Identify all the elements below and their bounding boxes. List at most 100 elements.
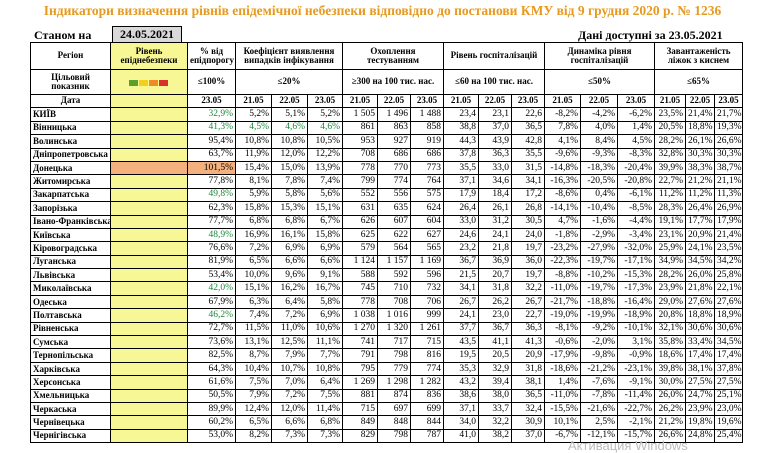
value-cell-c: 7,5% xyxy=(307,388,343,403)
value-cell-t: 849 xyxy=(342,415,378,430)
value-cell-h: 24,1 xyxy=(443,308,479,323)
value-cell-d: -0,6% xyxy=(544,335,582,350)
target-pct: ≤100% xyxy=(187,69,236,95)
value-cell-o: 35,8% xyxy=(654,335,687,350)
level-cell xyxy=(110,321,188,337)
value-cell-c: 7,3% xyxy=(307,428,343,444)
value-cell-h: 23,2 xyxy=(443,241,479,256)
value-cell-d: -32,0% xyxy=(617,241,656,256)
pct-threshold-cell: 77,7% xyxy=(187,214,236,229)
value-cell-d: -20,8% xyxy=(617,174,656,189)
value-cell-h: 31,8 xyxy=(510,361,546,377)
value-cell-t: 604 xyxy=(410,214,444,229)
value-cell-d: 1,4% xyxy=(617,120,656,136)
table-row: Чернігівська 53,0% 8,2% 7,3% 7,3% 829 798 787 41… xyxy=(30,428,744,444)
value-cell-d: 7,8% xyxy=(544,120,582,136)
value-cell-c: 6,8% xyxy=(235,214,272,229)
value-cell-o: 17,7% xyxy=(685,214,716,229)
value-cell-t: 795 xyxy=(342,361,378,377)
table-row: Вінницька 41,3% 4,5% 4,6% 4,6% 861 863 858 38,8 3… xyxy=(30,120,744,136)
value-cell-c: 10,8% xyxy=(307,361,343,377)
value-cell-o: 21,4% xyxy=(685,107,716,122)
region-name: Тернопільська xyxy=(30,348,111,363)
table-row: Миколаївська 42,0% 15,1% 16,2% 16,7% 745 710 73… xyxy=(30,281,744,296)
value-cell-d: -10,2% xyxy=(580,268,619,283)
date-c2: 22.05 xyxy=(271,93,308,109)
table-row: Житомирська 77,8% 8,1% 7,8% 7,4% 799 774 764 37,… xyxy=(30,174,744,189)
value-cell-d: 1,4% xyxy=(544,375,582,390)
value-cell-t: 607 xyxy=(377,214,411,229)
value-cell-o: 26,4% xyxy=(685,201,716,216)
value-cell-c: 7,0% xyxy=(271,375,308,390)
value-cell-c: 4,6% xyxy=(307,120,343,136)
date-c3: 23.05 xyxy=(307,93,343,109)
value-cell-c: 15,4% xyxy=(235,160,272,176)
pct-threshold-cell: 82,5% xyxy=(187,348,236,363)
value-cell-d: -17,1% xyxy=(617,254,656,270)
header-hosp-level: Рівень госпіталізацій xyxy=(442,42,546,70)
value-cell-h: 36,5 xyxy=(510,120,546,136)
region-name: Київська xyxy=(30,227,111,243)
value-cell-h: 19,7 xyxy=(510,241,546,256)
value-cell-c: 6,4% xyxy=(307,375,343,390)
value-cell-d: -9,6% xyxy=(544,147,582,162)
table-row: Запорізька 62,3% 15,8% 15,3% 15,1% 631 635 624 2… xyxy=(30,201,744,216)
table-row: КИЇВ 32,9% 5,2% 5,1% 5,2% 1 505 1 496 1 488 23,4… xyxy=(30,107,744,122)
date-pct: 23.05 xyxy=(187,93,236,109)
header-testing: Охоплення тестуванням xyxy=(342,42,444,70)
value-cell-d: -10,4% xyxy=(580,201,619,216)
value-cell-t: 710 xyxy=(377,281,411,296)
table-row: Черкаська 89,9% 12,4% 12,0% 11,4% 715 697 699 37… xyxy=(30,401,744,417)
as-of-label: Станом на xyxy=(34,28,92,42)
value-cell-h: 32,9 xyxy=(478,361,512,377)
header-target: Цільовий показник xyxy=(30,69,111,95)
value-cell-t: 556 xyxy=(377,187,411,203)
value-cell-c: 6,6% xyxy=(271,254,308,270)
value-cell-d: -8,6% xyxy=(544,187,582,203)
value-cell-o: 11,2% xyxy=(685,187,716,203)
value-cell-d: -15,5% xyxy=(544,401,582,417)
header-detect-coef: Коефіцієнт виявлення випадків інфікуванн… xyxy=(235,42,343,70)
value-cell-h: 26,7 xyxy=(443,294,479,310)
value-cell-h: 26,4 xyxy=(443,201,479,216)
value-cell-t: 773 xyxy=(410,160,444,176)
value-cell-d: -9,3% xyxy=(580,147,619,162)
value-cell-o: 21,8% xyxy=(685,281,716,296)
region-name: Дніпропетровська xyxy=(30,147,111,162)
pct-threshold-cell: 62,3% xyxy=(187,201,236,216)
value-cell-h: 31,2 xyxy=(478,214,512,229)
value-cell-t: 919 xyxy=(410,134,444,149)
value-cell-t: 787 xyxy=(410,428,444,444)
value-cell-t: 745 xyxy=(342,281,378,296)
value-cell-t: 708 xyxy=(377,294,411,310)
value-cell-o: 19,8% xyxy=(685,415,716,430)
value-cell-c: 15,3% xyxy=(271,201,308,216)
region-name: Рівненська xyxy=(30,321,111,337)
value-cell-c: 15,1% xyxy=(235,281,272,296)
value-cell-c: 6,7% xyxy=(307,214,343,229)
level-cell xyxy=(110,174,188,189)
value-cell-h: 37,7 xyxy=(443,321,479,337)
value-cell-o: 21,4% xyxy=(714,227,744,243)
value-cell-o: 30,3% xyxy=(685,147,716,162)
table-row: Волинська 95,4% 10,8% 10,8% 10,5% 953 927 919 44… xyxy=(30,134,744,149)
pct-threshold-cell: 61,6% xyxy=(187,375,236,390)
date-o3: 23.05 xyxy=(714,93,744,109)
pct-threshold-cell: 95,4% xyxy=(187,134,236,149)
value-cell-h: 26,8 xyxy=(510,201,546,216)
value-cell-t: 1 282 xyxy=(410,375,444,390)
value-cell-d: -19,9% xyxy=(580,308,619,323)
value-cell-t: 552 xyxy=(342,187,378,203)
value-cell-h: 33,7 xyxy=(478,401,512,417)
value-cell-t: 799 xyxy=(342,174,378,189)
value-cell-o: 25,1% xyxy=(714,388,744,403)
value-cell-d: -7,8% xyxy=(580,388,619,403)
value-cell-d: -11,0% xyxy=(544,388,582,403)
value-cell-d: -6,1% xyxy=(617,187,656,203)
value-cell-d: 2,5% xyxy=(580,415,619,430)
value-cell-h: 38,0 xyxy=(478,388,512,403)
value-cell-d: -2,1% xyxy=(617,415,656,430)
value-cell-o: 23,5% xyxy=(654,107,687,122)
value-cell-d: -12,1% xyxy=(580,428,619,444)
value-cell-d: -17,9% xyxy=(544,348,582,363)
